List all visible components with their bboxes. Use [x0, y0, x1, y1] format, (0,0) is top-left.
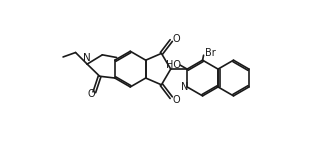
Text: O: O — [87, 89, 95, 99]
Text: O: O — [172, 34, 180, 44]
Text: HO: HO — [166, 60, 181, 70]
Text: O: O — [172, 95, 180, 105]
Text: Br: Br — [205, 48, 215, 58]
Text: N: N — [181, 82, 189, 92]
Text: N: N — [83, 53, 91, 63]
